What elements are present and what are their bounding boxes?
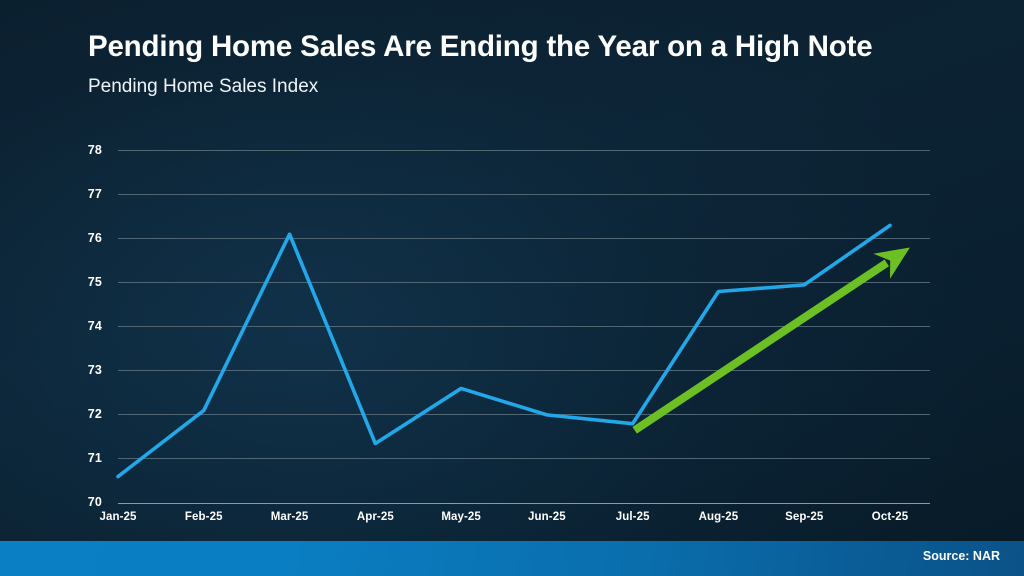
gridline-77 [118, 194, 930, 196]
x-axis-tick-jul-25: Jul-25 [615, 511, 650, 523]
trend-arrow-shaft [632, 259, 889, 434]
x-axis-tick-mar-25: Mar-25 [270, 511, 309, 523]
x-axis-tick-jan-25: Jan-25 [99, 511, 137, 523]
x-axis-tick-may-25: May-25 [441, 511, 481, 523]
gridline-75 [118, 282, 930, 284]
y-axis-tick-77: 77 [87, 186, 102, 201]
y-axis-tick-71: 71 [87, 450, 102, 465]
x-axis-tick-sep-25: Sep-25 [785, 511, 824, 523]
y-axis-tick-78: 78 [87, 142, 102, 157]
y-axis-tick-73: 73 [87, 362, 102, 377]
upward-trend-arrow [632, 247, 910, 434]
y-axis-tick-75: 75 [87, 274, 102, 289]
chart-subtitle: Pending Home Sales Index [88, 76, 319, 98]
page-title: Pending Home Sales Are Ending the Year o… [88, 30, 873, 63]
gridline-72 [118, 414, 930, 416]
gridline-73 [118, 370, 930, 372]
gridline-70 [118, 502, 930, 504]
y-axis-tick-74: 74 [87, 318, 102, 333]
series-line-pending-home-sales [116, 223, 892, 479]
trend-arrow-head [873, 247, 910, 279]
gridline-76 [118, 238, 930, 240]
x-axis-tick-aug-25: Aug-25 [698, 511, 739, 523]
source-label: Source: NAR [922, 549, 1000, 563]
x-axis-tick-feb-25: Feb-25 [184, 511, 223, 523]
x-axis-tick-apr-25: Apr-25 [356, 511, 394, 523]
gridline-74 [118, 326, 930, 328]
chart-header: Pending Home Sales Are Ending the Year o… [88, 30, 968, 98]
gridline-71 [118, 458, 930, 460]
y-axis-tick-76: 76 [87, 230, 102, 245]
footer-bar: Source: NAR [0, 541, 1024, 576]
x-axis-tick-oct-25: Oct-25 [871, 511, 909, 523]
x-axis-tick-jun-25: Jun-25 [528, 511, 566, 523]
gridline-78 [118, 150, 930, 151]
y-axis-tick-70: 70 [87, 495, 102, 509]
y-axis-tick-72: 72 [87, 406, 102, 421]
